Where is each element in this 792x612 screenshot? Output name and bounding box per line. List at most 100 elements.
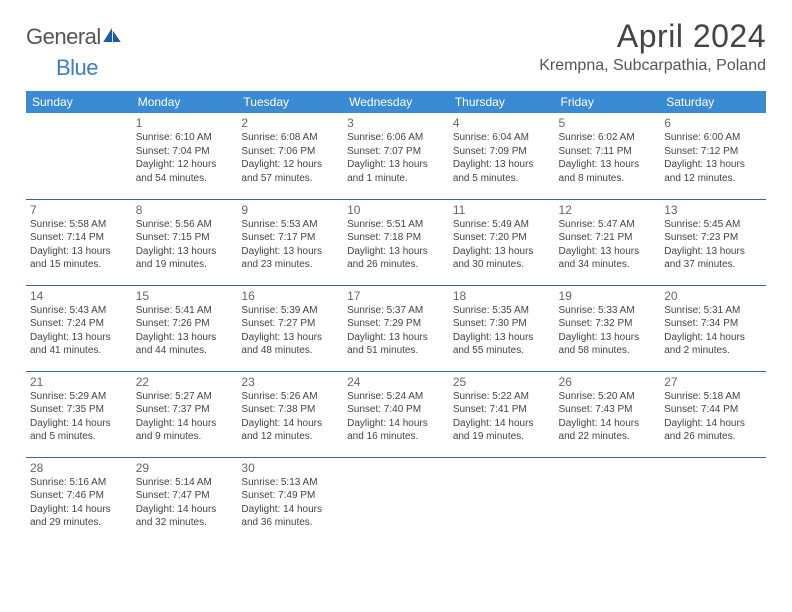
- day-cell: [660, 457, 766, 543]
- day-info: Sunrise: 5:33 AMSunset: 7:32 PMDaylight:…: [559, 304, 657, 358]
- day-cell: 2Sunrise: 6:08 AMSunset: 7:06 PMDaylight…: [237, 113, 343, 199]
- day-number: 14: [30, 289, 128, 303]
- day-number: 1: [136, 116, 234, 130]
- day-number: 5: [559, 116, 657, 130]
- day-header: Sunday: [26, 91, 132, 113]
- day-number: 19: [559, 289, 657, 303]
- day-info: Sunrise: 5:41 AMSunset: 7:26 PMDaylight:…: [136, 304, 234, 358]
- day-header: Saturday: [660, 91, 766, 113]
- day-cell: 8Sunrise: 5:56 AMSunset: 7:15 PMDaylight…: [132, 199, 238, 285]
- day-cell: 17Sunrise: 5:37 AMSunset: 7:29 PMDayligh…: [343, 285, 449, 371]
- day-number: 30: [241, 461, 339, 475]
- day-cell: [26, 113, 132, 199]
- day-header: Thursday: [449, 91, 555, 113]
- day-number: 9: [241, 203, 339, 217]
- day-number: 21: [30, 375, 128, 389]
- day-number: 18: [453, 289, 551, 303]
- day-info: Sunrise: 5:29 AMSunset: 7:35 PMDaylight:…: [30, 390, 128, 444]
- day-info: Sunrise: 5:49 AMSunset: 7:20 PMDaylight:…: [453, 218, 551, 272]
- day-info: Sunrise: 5:51 AMSunset: 7:18 PMDaylight:…: [347, 218, 445, 272]
- day-info: Sunrise: 6:10 AMSunset: 7:04 PMDaylight:…: [136, 131, 234, 185]
- day-info: Sunrise: 6:00 AMSunset: 7:12 PMDaylight:…: [664, 131, 762, 185]
- day-header: Monday: [132, 91, 238, 113]
- day-info: Sunrise: 6:08 AMSunset: 7:06 PMDaylight:…: [241, 131, 339, 185]
- location-text: Krempna, Subcarpathia, Poland: [539, 57, 766, 75]
- brand-word2: Blue: [56, 55, 98, 80]
- day-number: 2: [241, 116, 339, 130]
- week-row: 28Sunrise: 5:16 AMSunset: 7:46 PMDayligh…: [26, 457, 766, 543]
- day-info: Sunrise: 5:14 AMSunset: 7:47 PMDaylight:…: [136, 476, 234, 530]
- day-header-row: SundayMondayTuesdayWednesdayThursdayFrid…: [26, 91, 766, 113]
- day-cell: 26Sunrise: 5:20 AMSunset: 7:43 PMDayligh…: [555, 371, 661, 457]
- title-block: April 2024 Krempna, Subcarpathia, Poland: [539, 18, 766, 75]
- day-number: 8: [136, 203, 234, 217]
- day-cell: 5Sunrise: 6:02 AMSunset: 7:11 PMDaylight…: [555, 113, 661, 199]
- day-info: Sunrise: 5:45 AMSunset: 7:23 PMDaylight:…: [664, 218, 762, 272]
- day-number: 13: [664, 203, 762, 217]
- day-info: Sunrise: 5:31 AMSunset: 7:34 PMDaylight:…: [664, 304, 762, 358]
- day-cell: 13Sunrise: 5:45 AMSunset: 7:23 PMDayligh…: [660, 199, 766, 285]
- day-header: Friday: [555, 91, 661, 113]
- day-info: Sunrise: 5:47 AMSunset: 7:21 PMDaylight:…: [559, 218, 657, 272]
- day-cell: 12Sunrise: 5:47 AMSunset: 7:21 PMDayligh…: [555, 199, 661, 285]
- day-number: 25: [453, 375, 551, 389]
- day-cell: [555, 457, 661, 543]
- day-cell: 30Sunrise: 5:13 AMSunset: 7:49 PMDayligh…: [237, 457, 343, 543]
- day-info: Sunrise: 6:02 AMSunset: 7:11 PMDaylight:…: [559, 131, 657, 185]
- week-row: 14Sunrise: 5:43 AMSunset: 7:24 PMDayligh…: [26, 285, 766, 371]
- day-cell: 6Sunrise: 6:00 AMSunset: 7:12 PMDaylight…: [660, 113, 766, 199]
- week-row: 1Sunrise: 6:10 AMSunset: 7:04 PMDaylight…: [26, 113, 766, 199]
- day-info: Sunrise: 5:56 AMSunset: 7:15 PMDaylight:…: [136, 218, 234, 272]
- month-title: April 2024: [539, 18, 766, 55]
- day-cell: 20Sunrise: 5:31 AMSunset: 7:34 PMDayligh…: [660, 285, 766, 371]
- day-cell: 22Sunrise: 5:27 AMSunset: 7:37 PMDayligh…: [132, 371, 238, 457]
- day-number: 20: [664, 289, 762, 303]
- day-cell: 19Sunrise: 5:33 AMSunset: 7:32 PMDayligh…: [555, 285, 661, 371]
- week-row: 7Sunrise: 5:58 AMSunset: 7:14 PMDaylight…: [26, 199, 766, 285]
- day-info: Sunrise: 5:37 AMSunset: 7:29 PMDaylight:…: [347, 304, 445, 358]
- day-info: Sunrise: 5:24 AMSunset: 7:40 PMDaylight:…: [347, 390, 445, 444]
- day-cell: 27Sunrise: 5:18 AMSunset: 7:44 PMDayligh…: [660, 371, 766, 457]
- day-cell: 4Sunrise: 6:04 AMSunset: 7:09 PMDaylight…: [449, 113, 555, 199]
- day-cell: 21Sunrise: 5:29 AMSunset: 7:35 PMDayligh…: [26, 371, 132, 457]
- day-info: Sunrise: 6:04 AMSunset: 7:09 PMDaylight:…: [453, 131, 551, 185]
- day-cell: 10Sunrise: 5:51 AMSunset: 7:18 PMDayligh…: [343, 199, 449, 285]
- day-cell: 18Sunrise: 5:35 AMSunset: 7:30 PMDayligh…: [449, 285, 555, 371]
- day-number: 17: [347, 289, 445, 303]
- day-number: 22: [136, 375, 234, 389]
- day-number: 24: [347, 375, 445, 389]
- day-cell: 9Sunrise: 5:53 AMSunset: 7:17 PMDaylight…: [237, 199, 343, 285]
- day-number: 7: [30, 203, 128, 217]
- calendar-table: SundayMondayTuesdayWednesdayThursdayFrid…: [26, 91, 766, 543]
- day-number: 12: [559, 203, 657, 217]
- day-info: Sunrise: 6:06 AMSunset: 7:07 PMDaylight:…: [347, 131, 445, 185]
- day-cell: 29Sunrise: 5:14 AMSunset: 7:47 PMDayligh…: [132, 457, 238, 543]
- day-cell: 23Sunrise: 5:26 AMSunset: 7:38 PMDayligh…: [237, 371, 343, 457]
- day-info: Sunrise: 5:26 AMSunset: 7:38 PMDaylight:…: [241, 390, 339, 444]
- day-info: Sunrise: 5:53 AMSunset: 7:17 PMDaylight:…: [241, 218, 339, 272]
- brand-logo: General: [26, 24, 123, 50]
- day-cell: [343, 457, 449, 543]
- day-number: 27: [664, 375, 762, 389]
- day-number: 11: [453, 203, 551, 217]
- day-cell: 15Sunrise: 5:41 AMSunset: 7:26 PMDayligh…: [132, 285, 238, 371]
- week-row: 21Sunrise: 5:29 AMSunset: 7:35 PMDayligh…: [26, 371, 766, 457]
- day-info: Sunrise: 5:16 AMSunset: 7:46 PMDaylight:…: [30, 476, 128, 530]
- day-cell: 25Sunrise: 5:22 AMSunset: 7:41 PMDayligh…: [449, 371, 555, 457]
- day-cell: 11Sunrise: 5:49 AMSunset: 7:20 PMDayligh…: [449, 199, 555, 285]
- day-cell: 1Sunrise: 6:10 AMSunset: 7:04 PMDaylight…: [132, 113, 238, 199]
- day-number: 29: [136, 461, 234, 475]
- day-number: 28: [30, 461, 128, 475]
- day-number: 26: [559, 375, 657, 389]
- day-cell: 7Sunrise: 5:58 AMSunset: 7:14 PMDaylight…: [26, 199, 132, 285]
- day-header: Wednesday: [343, 91, 449, 113]
- day-cell: 24Sunrise: 5:24 AMSunset: 7:40 PMDayligh…: [343, 371, 449, 457]
- day-info: Sunrise: 5:22 AMSunset: 7:41 PMDaylight:…: [453, 390, 551, 444]
- day-number: 3: [347, 116, 445, 130]
- day-info: Sunrise: 5:13 AMSunset: 7:49 PMDaylight:…: [241, 476, 339, 530]
- day-info: Sunrise: 5:20 AMSunset: 7:43 PMDaylight:…: [559, 390, 657, 444]
- day-header: Tuesday: [237, 91, 343, 113]
- day-cell: [449, 457, 555, 543]
- day-number: 6: [664, 116, 762, 130]
- day-number: 10: [347, 203, 445, 217]
